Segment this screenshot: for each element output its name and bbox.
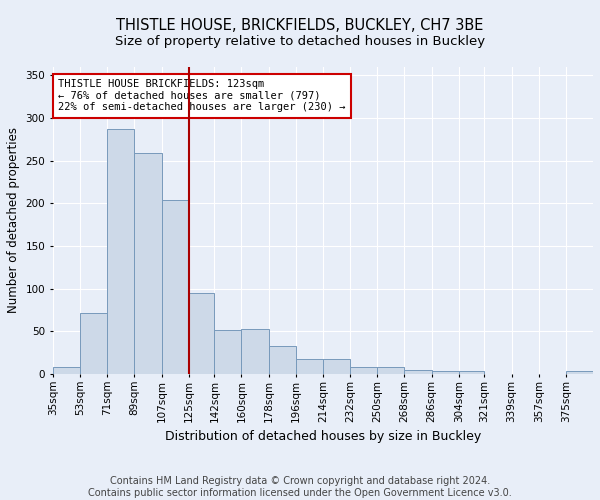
Bar: [566, 372, 593, 374]
Bar: [350, 367, 377, 374]
Text: Contains HM Land Registry data © Crown copyright and database right 2024.
Contai: Contains HM Land Registry data © Crown c…: [88, 476, 512, 498]
Bar: [161, 200, 188, 374]
Bar: [214, 330, 241, 374]
Bar: [188, 293, 214, 374]
Bar: [323, 358, 350, 374]
Bar: [80, 312, 107, 374]
Bar: [377, 367, 404, 374]
Bar: [134, 153, 161, 374]
Text: Size of property relative to detached houses in Buckley: Size of property relative to detached ho…: [115, 35, 485, 48]
Bar: [53, 367, 80, 374]
X-axis label: Distribution of detached houses by size in Buckley: Distribution of detached houses by size …: [165, 430, 481, 443]
Bar: [404, 370, 431, 374]
Bar: [431, 370, 459, 374]
Bar: [459, 370, 484, 374]
Text: THISTLE HOUSE, BRICKFIELDS, BUCKLEY, CH7 3BE: THISTLE HOUSE, BRICKFIELDS, BUCKLEY, CH7…: [116, 18, 484, 32]
Bar: [269, 346, 296, 374]
Bar: [241, 329, 269, 374]
Bar: [107, 129, 134, 374]
Bar: [296, 358, 323, 374]
Y-axis label: Number of detached properties: Number of detached properties: [7, 128, 20, 314]
Text: THISTLE HOUSE BRICKFIELDS: 123sqm
← 76% of detached houses are smaller (797)
22%: THISTLE HOUSE BRICKFIELDS: 123sqm ← 76% …: [58, 79, 346, 112]
